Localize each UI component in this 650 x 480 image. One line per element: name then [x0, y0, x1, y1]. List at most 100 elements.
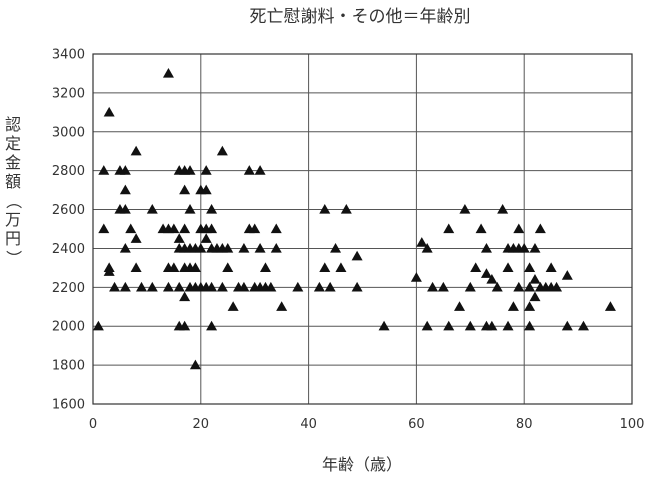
- data-point: [254, 242, 266, 253]
- x-tick-label: 20: [193, 417, 210, 432]
- data-point: [529, 291, 541, 302]
- y-axis-title-char: 円: [5, 229, 21, 248]
- data-point: [604, 301, 616, 311]
- x-tick-label: 80: [516, 417, 533, 432]
- x-tick-label: 100: [620, 417, 645, 432]
- plot-area: [92, 53, 633, 405]
- data-point: [561, 320, 573, 331]
- y-axis-title-char: 金: [5, 153, 21, 172]
- data-point: [189, 262, 201, 273]
- y-axis: 1600 1800 2000 2200 2400 2600 2800 3000 3200 3400: [52, 48, 85, 413]
- data-point: [238, 242, 250, 253]
- data-point: [480, 242, 492, 253]
- data-point: [410, 272, 422, 282]
- data-point: [119, 165, 131, 175]
- data-point: [340, 204, 352, 214]
- y-tick-label: 2000: [52, 320, 85, 335]
- data-point: [421, 320, 433, 331]
- x-axis: 0 20 40 60 80 100: [89, 417, 645, 432]
- y-axis-title-char: （: [4, 193, 23, 209]
- y-tick-label: 2400: [52, 242, 85, 257]
- data-point: [421, 242, 433, 253]
- data-point: [292, 281, 304, 292]
- data-point: [200, 184, 212, 195]
- data-point: [470, 262, 482, 273]
- y-tick-label: 3000: [52, 125, 85, 140]
- data-point: [259, 262, 271, 273]
- data-point: [249, 223, 261, 234]
- data-point: [184, 165, 196, 175]
- data-point: [502, 262, 514, 273]
- data-point: [378, 320, 390, 331]
- data-point: [577, 320, 589, 331]
- data-point: [486, 274, 498, 284]
- data-point: [459, 204, 471, 214]
- data-point: [254, 165, 266, 175]
- data-point: [146, 281, 158, 292]
- data-point: [529, 242, 541, 253]
- data-point: [206, 204, 218, 214]
- data-point: [98, 165, 110, 175]
- data-point: [179, 291, 191, 302]
- x-axis-title: 年齢（歳）: [322, 455, 402, 474]
- data-point: [529, 274, 541, 284]
- data-point: [475, 223, 487, 234]
- data-point: [119, 204, 131, 214]
- data-point: [130, 145, 142, 156]
- data-point: [330, 242, 342, 253]
- data-point: [206, 320, 218, 331]
- data-point: [416, 237, 428, 247]
- data-point: [130, 262, 142, 273]
- chart-title: 死亡慰謝料・その他＝年齢別: [250, 7, 471, 27]
- data-point: [324, 281, 336, 292]
- data-point: [109, 281, 121, 292]
- data-point: [119, 281, 131, 292]
- y-axis-title-char: 万: [5, 210, 21, 229]
- data-point: [206, 242, 218, 253]
- x-tick-label: 60: [408, 417, 425, 432]
- data-point: [184, 204, 196, 214]
- x-tick-label: 40: [300, 417, 317, 432]
- data-point: [168, 262, 180, 273]
- data-point: [168, 223, 180, 234]
- data-point: [179, 320, 191, 331]
- data-point: [119, 184, 131, 195]
- data-point: [200, 165, 212, 175]
- y-tick-label: 3200: [52, 86, 85, 101]
- data-point: [497, 204, 509, 214]
- data-point: [443, 223, 455, 234]
- data-point: [238, 281, 250, 292]
- data-point: [319, 262, 331, 273]
- y-axis-title-char: 認: [5, 115, 21, 134]
- data-point: [92, 320, 104, 331]
- data-point: [524, 301, 536, 311]
- data-point: [189, 359, 201, 370]
- data-point: [351, 250, 363, 261]
- data-point: [443, 320, 455, 331]
- data-point: [98, 223, 110, 234]
- y-tick-label: 1600: [52, 398, 85, 413]
- data-point: [524, 262, 536, 273]
- data-point: [276, 301, 288, 311]
- data-point: [480, 268, 492, 278]
- data-point: [319, 204, 331, 214]
- data-point: [200, 233, 212, 243]
- data-point: [313, 281, 325, 292]
- y-tick-label: 3400: [52, 48, 85, 63]
- data-point: [173, 281, 185, 292]
- data-point: [335, 262, 347, 273]
- data-point: [179, 223, 191, 234]
- data-point: [545, 262, 557, 273]
- data-point: [524, 281, 536, 292]
- data-point: [227, 301, 239, 311]
- data-point: [162, 67, 174, 78]
- data-point: [162, 281, 174, 292]
- data-point: [103, 106, 115, 117]
- data-point: [222, 242, 234, 253]
- data-point: [265, 281, 277, 292]
- data-point: [561, 270, 573, 280]
- y-axis-title-char: 定: [5, 134, 21, 153]
- data-point: [486, 320, 498, 331]
- data-point: [351, 281, 363, 292]
